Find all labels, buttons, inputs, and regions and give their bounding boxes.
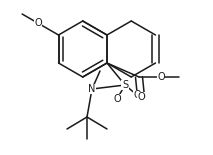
Text: O: O: [34, 18, 42, 28]
Text: O: O: [137, 92, 145, 102]
Text: S: S: [122, 80, 128, 90]
Text: O: O: [34, 18, 42, 28]
Text: O: O: [157, 72, 165, 82]
Text: O: O: [113, 94, 121, 104]
Text: N: N: [88, 84, 96, 94]
Text: O: O: [133, 90, 141, 100]
